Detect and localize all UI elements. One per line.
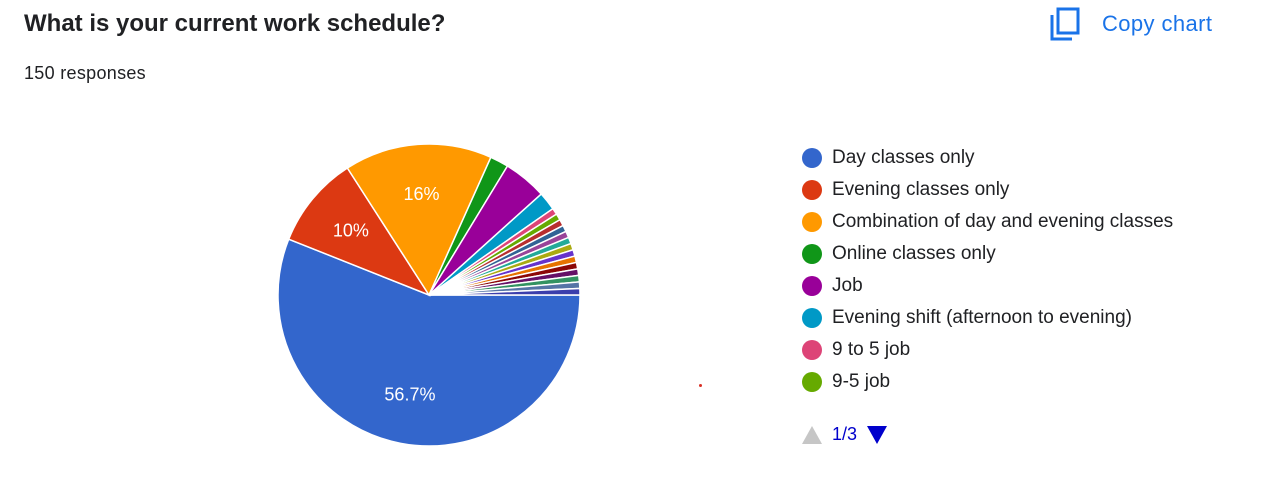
triangle-down-icon[interactable]: [867, 425, 888, 444]
legend-swatch: [802, 180, 822, 200]
legend-item[interactable]: Online classes only: [802, 238, 1173, 270]
copy-icon: [1050, 7, 1080, 41]
copy-chart-button[interactable]: Copy chart: [1050, 4, 1212, 44]
legend-label: Job: [832, 275, 863, 296]
legend-item[interactable]: Evening classes only: [802, 174, 1173, 206]
legend-swatch: [802, 244, 822, 264]
legend-swatch: [802, 372, 822, 392]
legend-item[interactable]: Day classes only: [802, 142, 1173, 174]
legend-label: Online classes only: [832, 243, 996, 264]
legend-swatch: [802, 276, 822, 296]
legend-pager: 1/3: [802, 424, 888, 445]
stray-dot: [699, 384, 702, 387]
legend-label: 9-5 job: [832, 371, 891, 392]
legend-item[interactable]: Job: [802, 270, 1173, 302]
legend-label: Evening classes only: [832, 179, 1010, 200]
slice-label: 16%: [403, 184, 439, 204]
legend-swatch: [802, 148, 822, 168]
pie-slice[interactable]: [277, 238, 581, 447]
slice-label: 56.7%: [384, 384, 435, 404]
legend-item[interactable]: Evening shift (afternoon to evening): [802, 302, 1173, 334]
response-count: 150 responses: [24, 63, 146, 83]
chart-title: What is your current work schedule?: [24, 10, 446, 37]
page-indicator: 1/3: [832, 424, 858, 444]
legend-label: Day classes only: [832, 147, 975, 168]
copy-chart-label: Copy chart: [1102, 11, 1213, 36]
pie-slice[interactable]: [428, 287, 581, 296]
legend-item[interactable]: 9 to 5 job: [802, 334, 1173, 366]
pie-chart: 56.7% 10% 16%: [277, 143, 581, 447]
slice-label: 10%: [333, 221, 369, 241]
legend-swatch: [802, 212, 822, 232]
chart-legend: Day classes only Evening classes only Comb…: [802, 142, 1173, 398]
legend-swatch: [802, 308, 822, 328]
pie-slice[interactable]: [346, 143, 492, 297]
legend-item[interactable]: Combination of day and evening classes: [802, 206, 1173, 238]
legend-item[interactable]: 9-5 job: [802, 366, 1173, 398]
legend-swatch: [802, 340, 822, 360]
legend-label: 9 to 5 job: [832, 339, 911, 360]
legend-label: Evening shift (afternoon to evening): [832, 307, 1132, 328]
pie-slice[interactable]: [287, 166, 431, 297]
legend-label: Combination of day and evening classes: [832, 211, 1174, 232]
triangle-up-icon[interactable]: [802, 425, 822, 444]
